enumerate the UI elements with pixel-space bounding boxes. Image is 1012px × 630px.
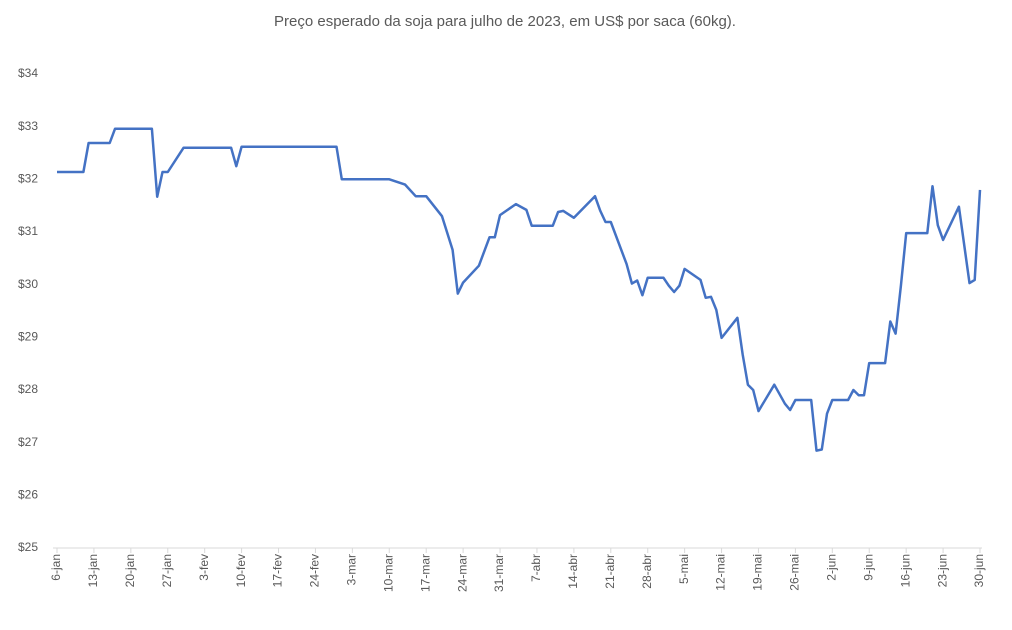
- x-tick-label: 10-fev: [234, 554, 248, 587]
- x-tick-label: 23-jun: [935, 554, 949, 587]
- x-tick-label: 17-fev: [271, 554, 285, 587]
- x-tick-label: 3-mar: [345, 554, 359, 585]
- x-tick-label: 7-abr: [529, 554, 543, 582]
- x-tick-label: 5-mai: [677, 554, 691, 584]
- x-tick-label: 2-jun: [824, 554, 838, 581]
- x-tick-label: 24-fev: [308, 554, 322, 587]
- y-tick-label: $33: [18, 119, 38, 133]
- x-tick-label: 6-jan: [49, 554, 63, 581]
- x-tick-label: 10-mar: [381, 554, 395, 592]
- x-tick-label: 26-mai: [788, 554, 802, 591]
- x-tick-label: 3-fev: [197, 554, 211, 581]
- y-tick-label: $34: [18, 66, 38, 80]
- x-tick-label: 28-abr: [640, 554, 654, 589]
- y-tick-label: $31: [18, 224, 38, 238]
- y-tick-label: $26: [18, 488, 38, 502]
- x-tick-label: 20-jan: [123, 554, 137, 587]
- x-tick-label: 9-jun: [861, 554, 875, 581]
- y-tick-label: $27: [18, 435, 38, 449]
- x-tick-label: 14-abr: [566, 554, 580, 589]
- x-tick-label: 30-jun: [972, 554, 986, 587]
- y-tick-label: $28: [18, 382, 38, 396]
- x-tick-label: 12-mai: [714, 554, 728, 591]
- x-tick-label: 19-mai: [751, 554, 765, 591]
- x-tick-label: 21-abr: [603, 554, 617, 589]
- y-tick-label: $30: [18, 277, 38, 291]
- x-tick-label: 17-mar: [418, 554, 432, 592]
- chart-title: Preço esperado da soja para julho de 202…: [274, 13, 736, 30]
- x-tick-label: 24-mar: [455, 554, 469, 592]
- x-tick-label: 13-jan: [86, 554, 100, 587]
- y-tick-label: $29: [18, 330, 38, 344]
- x-tick-label: 27-jan: [160, 554, 174, 587]
- series-line: [57, 127, 982, 452]
- y-tick-label: $25: [18, 540, 38, 554]
- x-tick-label: 31-mar: [492, 554, 506, 592]
- x-tick-label: 16-jun: [898, 554, 912, 587]
- y-tick-label: $32: [18, 172, 38, 186]
